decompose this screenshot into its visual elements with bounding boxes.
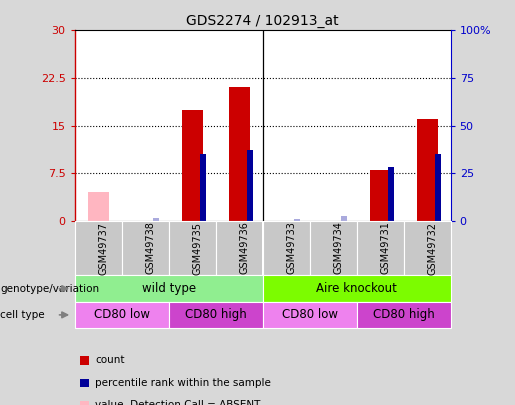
Text: count: count: [95, 356, 125, 365]
Title: GDS2274 / 102913_at: GDS2274 / 102913_at: [186, 14, 339, 28]
Text: CD80 low: CD80 low: [282, 308, 338, 322]
Text: CD80 low: CD80 low: [94, 308, 150, 322]
Bar: [370, 170, 391, 221]
Bar: [417, 119, 438, 221]
Text: GSM49733: GSM49733: [286, 222, 296, 275]
Text: GSM49738: GSM49738: [145, 222, 155, 275]
Text: GSM49737: GSM49737: [98, 222, 108, 275]
Text: percentile rank within the sample: percentile rank within the sample: [95, 378, 271, 388]
Text: value, Detection Call = ABSENT: value, Detection Call = ABSENT: [95, 400, 261, 405]
Text: cell type: cell type: [0, 310, 45, 320]
Text: GSM49734: GSM49734: [333, 222, 343, 275]
Text: CD80 high: CD80 high: [373, 308, 435, 322]
Text: wild type: wild type: [142, 282, 196, 295]
Text: Aire knockout: Aire knockout: [316, 282, 397, 295]
Bar: [341, 216, 347, 221]
Text: GSM49731: GSM49731: [380, 222, 390, 275]
Bar: [388, 167, 393, 221]
Bar: [88, 192, 109, 221]
Text: CD80 high: CD80 high: [185, 308, 247, 322]
Bar: [435, 154, 440, 221]
Bar: [182, 110, 203, 221]
Bar: [294, 219, 300, 221]
Text: GSM49732: GSM49732: [427, 222, 437, 275]
Bar: [153, 218, 159, 221]
Text: GSM49735: GSM49735: [192, 222, 202, 275]
Text: genotype/variation: genotype/variation: [0, 284, 99, 294]
Text: GSM49736: GSM49736: [239, 222, 249, 275]
Bar: [229, 87, 250, 221]
Bar: [247, 150, 252, 221]
Bar: [200, 154, 205, 221]
